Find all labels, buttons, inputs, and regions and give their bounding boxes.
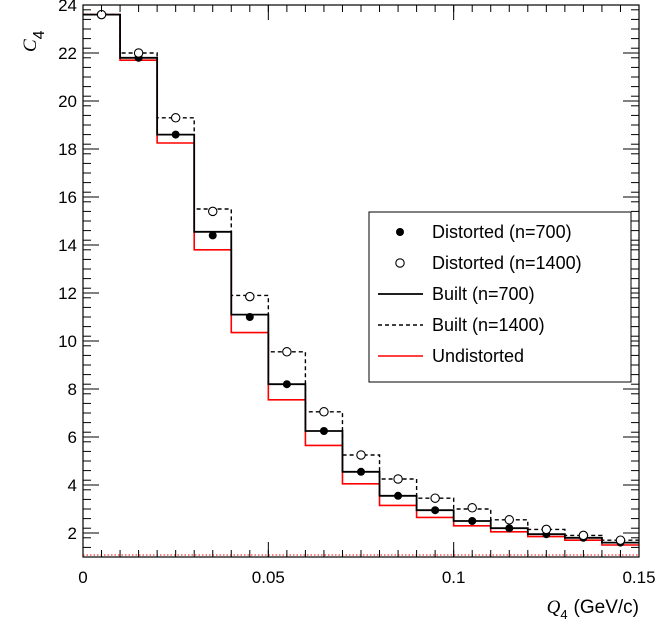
- series-0-point-8: [394, 491, 403, 500]
- series-0-point-2: [171, 130, 180, 139]
- series-1-point-9: [430, 493, 440, 503]
- legend-label: Built (n=700): [432, 284, 535, 304]
- y-axis-variable: C: [20, 39, 41, 52]
- legend-label: Distorted (n=700): [432, 222, 572, 242]
- series-0-point-10: [468, 517, 477, 525]
- legend-marker-filled: [396, 228, 404, 236]
- series-1-point-6: [319, 407, 329, 417]
- x-axis: 0 0.05 0.1 0.15: [78, 5, 656, 587]
- series-1-point-11: [504, 515, 515, 525]
- x-tick-label: 0.05: [252, 568, 285, 587]
- y-tick-label: 18: [58, 140, 77, 159]
- series-0-point-7: [357, 467, 365, 476]
- y-axis-title: C4: [20, 30, 48, 52]
- legend-entry-0: Distorted (n=700): [396, 222, 572, 242]
- y-axis-subscript: 4: [31, 30, 48, 39]
- legend-label: Built (n=1400): [432, 315, 545, 335]
- x-tick-label: 0: [78, 568, 87, 587]
- series-0-point-3: [208, 231, 217, 240]
- legend-box: [368, 211, 632, 383]
- series-0-point-9: [431, 506, 440, 515]
- y-tick-label: 20: [58, 92, 77, 111]
- series-1-point-8: [393, 474, 403, 484]
- x-tick-label: 0.1: [442, 568, 466, 587]
- x-axis-variable: Q: [547, 597, 561, 618]
- series-1-point-12: [541, 524, 552, 535]
- legend: Distorted (n=700) Distorted (n=1400) Built…: [368, 211, 632, 383]
- y-tick-label: 8: [68, 380, 77, 399]
- y-tick-label: 14: [58, 236, 77, 255]
- y-tick-label: 10: [58, 332, 77, 351]
- series-1-point-3: [207, 206, 218, 217]
- series-1-point-1: [133, 48, 144, 58]
- legend-entry-2: Built (n=700): [378, 284, 535, 304]
- x-axis-unit: (GeV/c): [574, 597, 639, 618]
- legend-entry-1: Distorted (n=1400): [395, 253, 582, 273]
- legend-label: Distorted (n=1400): [432, 253, 582, 273]
- y-tick-label: 12: [58, 284, 77, 303]
- legend-entry-3: Built (n=1400): [378, 315, 545, 335]
- series-1-point-10: [467, 503, 477, 513]
- y-tick-label: 16: [58, 188, 77, 207]
- series-1-point-13: [578, 530, 589, 541]
- legend-entry-4: Undistorted: [378, 346, 524, 366]
- x-tick-label: 0.15: [622, 568, 655, 587]
- series-0-point-4: [245, 313, 254, 321]
- series-1-point-7: [356, 450, 366, 460]
- x-axis-subscript: 4: [560, 607, 567, 622]
- y-tick-label: 24: [58, 0, 77, 15]
- series-0-point-5: [282, 380, 291, 389]
- legend-marker-open: [395, 258, 405, 268]
- legend-label: Undistorted: [432, 346, 524, 366]
- x-axis-title: Q4 (GeV/c): [547, 597, 639, 622]
- y-tick-label: 6: [68, 428, 77, 447]
- series-1-point-4: [245, 291, 255, 302]
- y-tick-label: 4: [68, 476, 77, 495]
- series-0-point-11: [505, 524, 514, 533]
- series-0-point-6: [319, 427, 328, 435]
- data-layer: [83, 9, 639, 556]
- series-1-point-14: [615, 535, 626, 545]
- series-1-point-2: [170, 113, 181, 123]
- y-tick-label: 22: [58, 44, 77, 63]
- series-4-histogram: [83, 13, 639, 546]
- series-1-point-5: [282, 347, 292, 357]
- y-tick-label: 2: [68, 524, 77, 543]
